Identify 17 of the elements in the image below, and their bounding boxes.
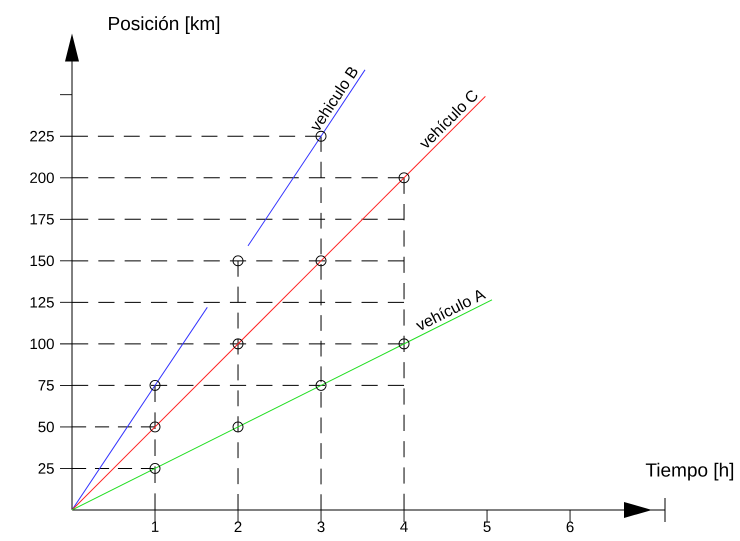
y-tick-label: 75 [38,380,54,391]
y-tick-label: 150 [30,256,54,266]
y-tick-label: 200 [30,172,54,184]
y-tick-label: 50 [38,422,54,432]
x-tick-label: 4 [400,522,408,532]
x-tick-label: 5 [483,522,491,532]
y-tick-label: 25 [38,463,54,474]
y-tick-label: 125 [30,297,54,308]
x-tick-label: 2 [234,522,242,532]
y-tick-label: 225 [30,130,54,142]
x-tick-label: 3 [317,522,325,532]
y-tick-label: 100 [30,338,54,350]
y-tick-label: 175 [30,214,54,225]
x-tick-label: 6 [566,522,574,532]
y-axis-title: Posición [km] [109,16,220,34]
x-tick-label: 1 [152,522,158,532]
x-axis-title: Tiempo [h] [646,462,734,480]
